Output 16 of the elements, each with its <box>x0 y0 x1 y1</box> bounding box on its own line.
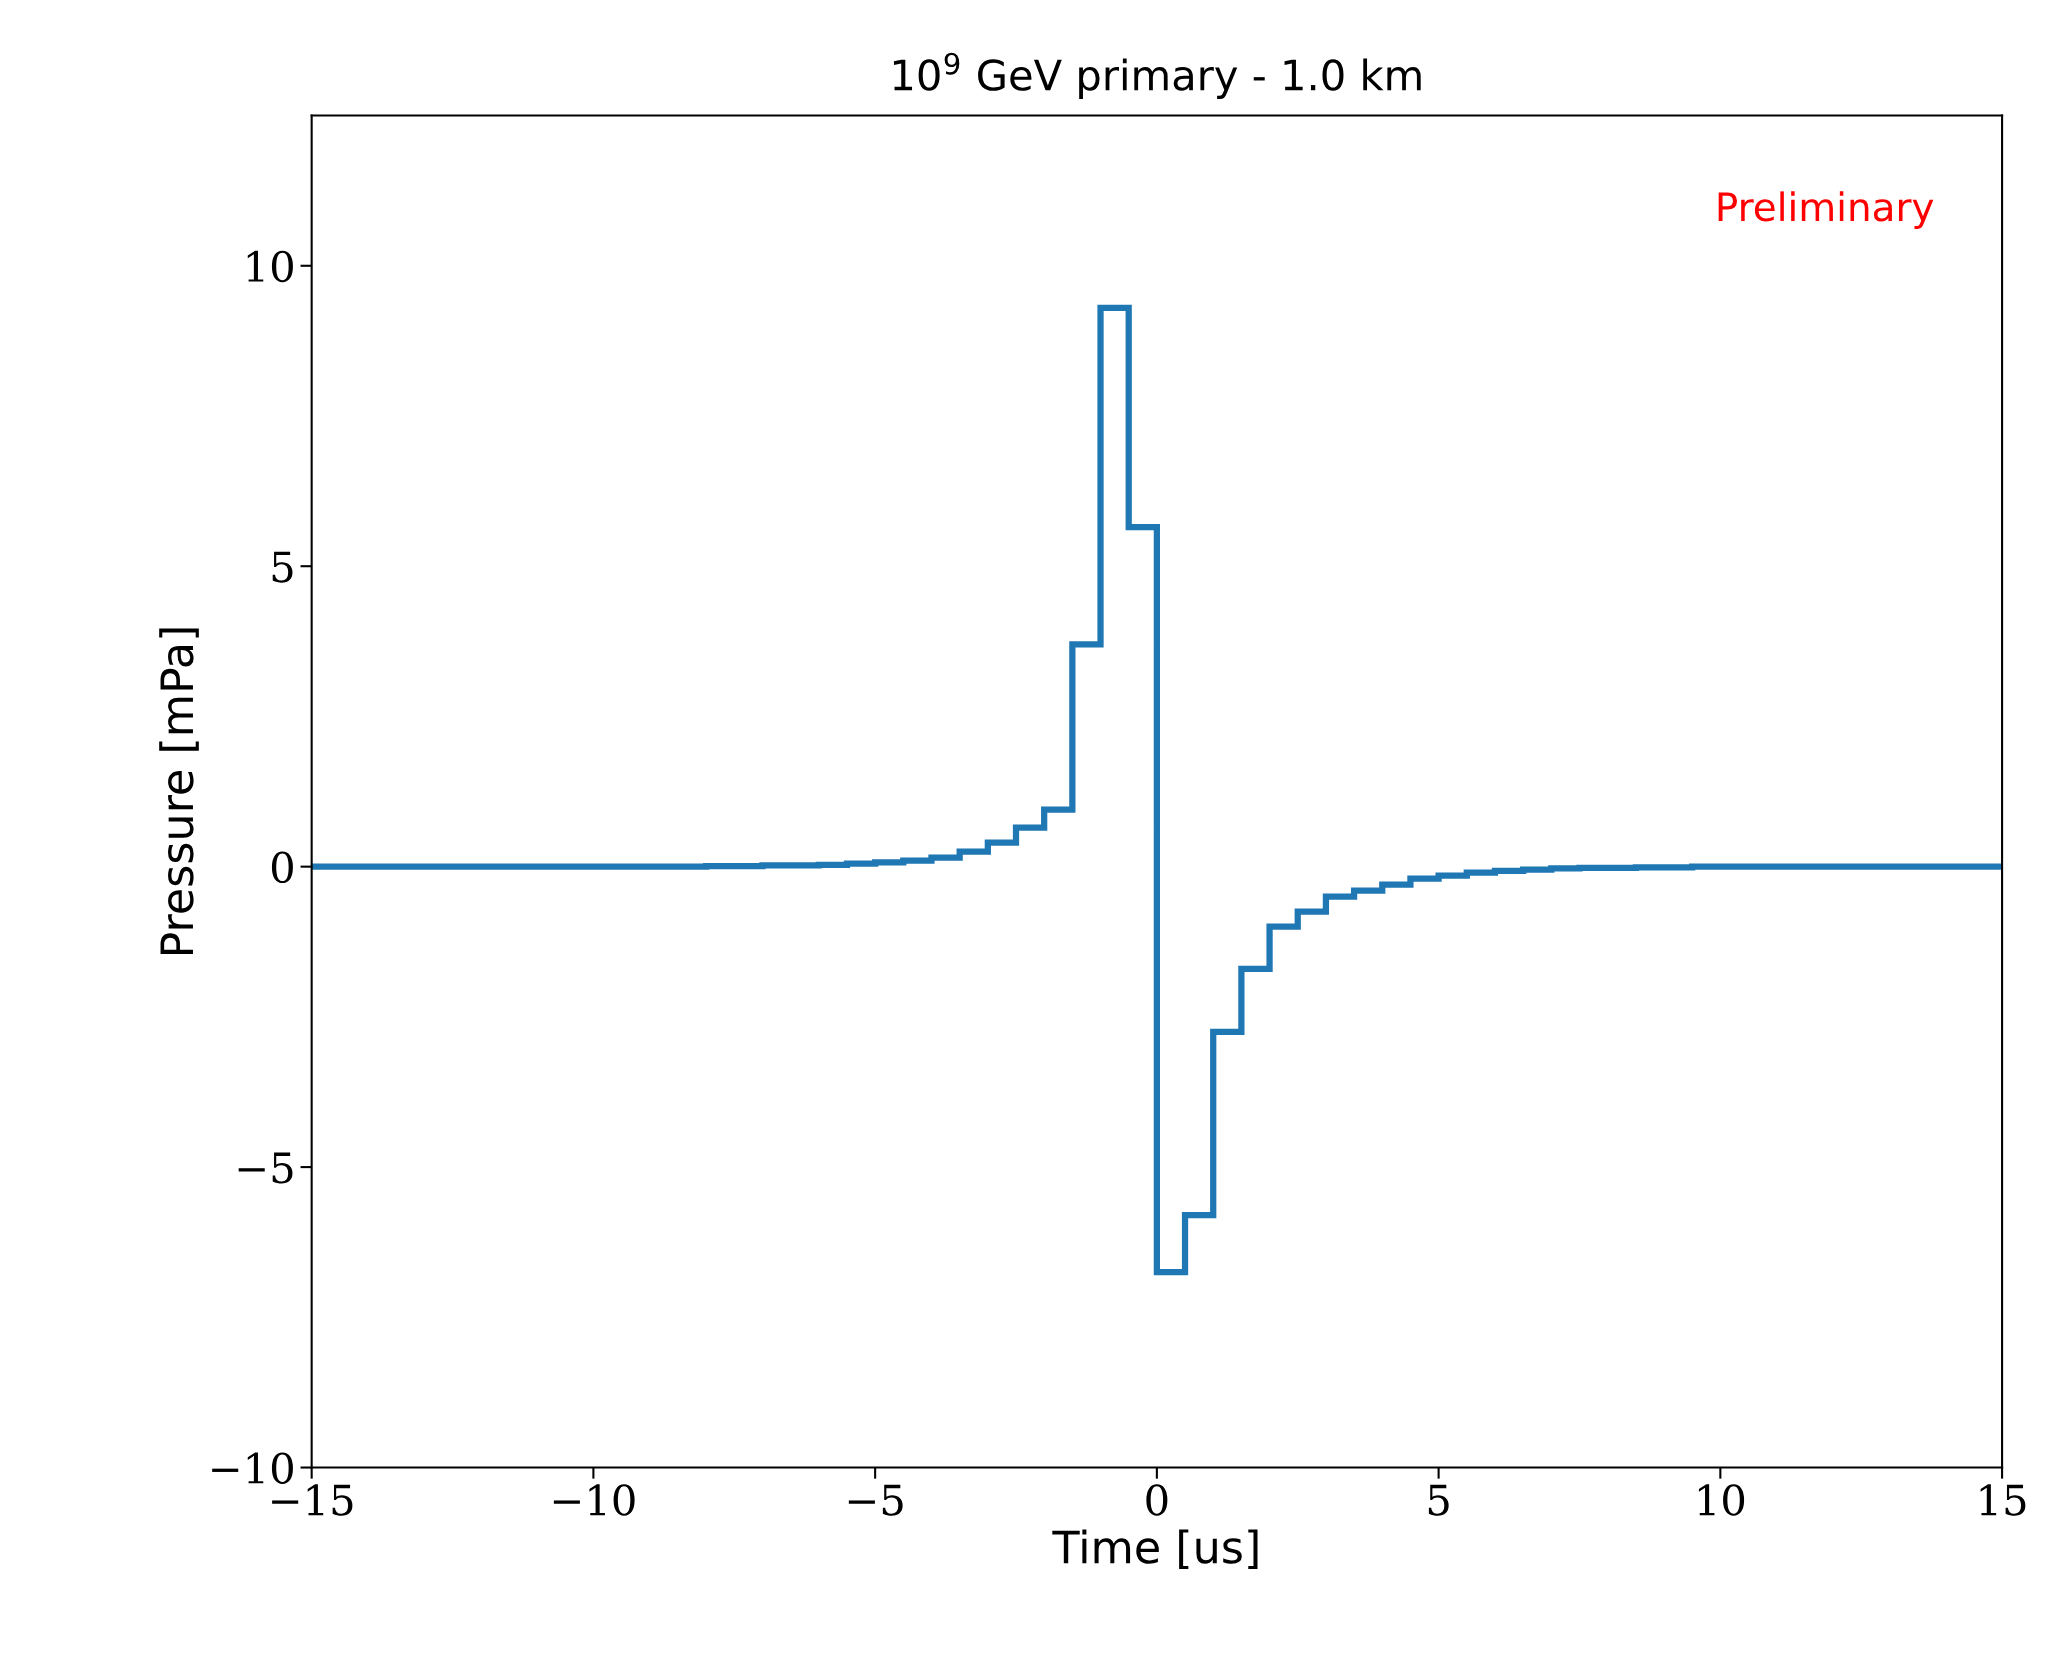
x-tick-label: 10 <box>1698 1484 1745 1516</box>
y-tick-label: 0 <box>271 851 293 884</box>
x-axis-title: Time [us] <box>1052 1529 1258 1570</box>
x-tick-label: 15 <box>1980 1484 2026 1516</box>
x-tick-label: −15 <box>272 1484 353 1516</box>
y-tick-label: 10 <box>247 250 293 283</box>
x-tick-label: −10 <box>553 1484 635 1516</box>
y-tick-label: 5 <box>272 551 293 583</box>
x-tick-label: 0 <box>1146 1484 1168 1516</box>
y-tick-label: −5 <box>238 1152 293 1184</box>
chart-title: 10$^{9}$ GeV primary - 1.0 km <box>893 52 1421 99</box>
y-axis-title: Pressure [mPa] <box>159 628 199 955</box>
annotation: Preliminary <box>1718 191 1934 230</box>
y-tick-label: −10 <box>212 1452 293 1484</box>
x-tick-label: 5 <box>1428 1484 1449 1516</box>
x-tick-label: −5 <box>848 1484 903 1516</box>
